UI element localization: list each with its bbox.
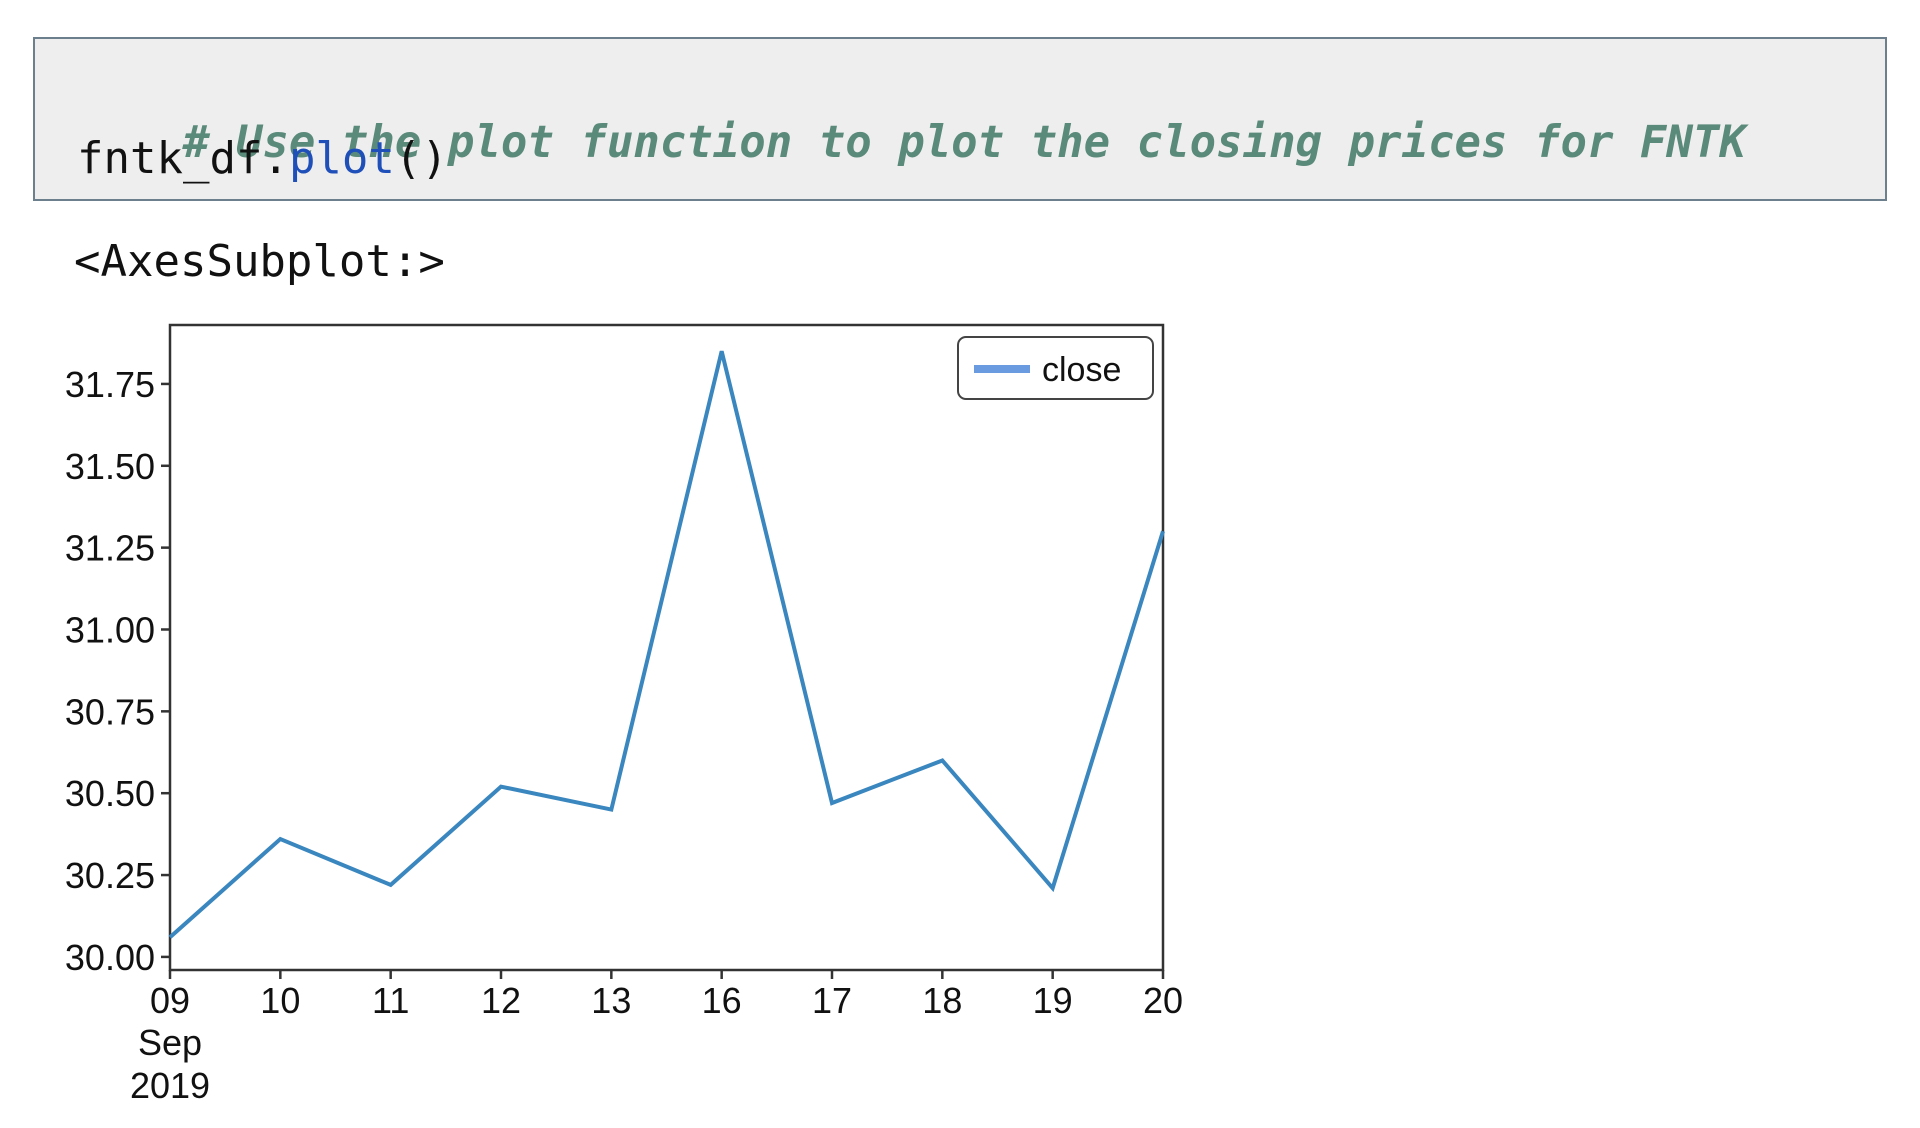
series-line-close bbox=[170, 351, 1163, 937]
legend-label: close bbox=[1042, 351, 1121, 389]
y-tick-label: 30.75 bbox=[65, 691, 155, 732]
code-dot: . bbox=[262, 133, 289, 184]
y-tick-label: 30.00 bbox=[65, 937, 155, 978]
code-object: fntk_df bbox=[77, 133, 262, 184]
line-chart: 30.00 30.25 30.50 30.75 31.00 31.25 31.50 31.75… bbox=[0, 300, 1250, 1123]
y-tick-label: 31.25 bbox=[65, 528, 155, 569]
chart-svg: 30.00 30.25 30.50 30.75 31.00 31.25 31.50 31.75… bbox=[0, 300, 1250, 1123]
x-tick-label: 13 bbox=[591, 980, 631, 1021]
x-tick-label: 10 bbox=[260, 980, 300, 1021]
x-tick-label: 11 bbox=[372, 980, 409, 1021]
plot-frame bbox=[170, 325, 1163, 970]
code-cell[interactable]: # Use the plot function to plot the clos… bbox=[33, 37, 1887, 201]
x-tick-label: 16 bbox=[702, 980, 742, 1021]
x-tick-label: 19 bbox=[1033, 980, 1073, 1021]
x-tick-label: 20 bbox=[1143, 980, 1183, 1021]
code-method: plot bbox=[289, 133, 395, 184]
y-tick-label: 31.50 bbox=[65, 446, 155, 487]
y-tick-label: 30.25 bbox=[65, 855, 155, 896]
y-tick-label: 31.00 bbox=[65, 609, 155, 650]
y-tick-label: 30.50 bbox=[65, 773, 155, 814]
x-tick-label: 17 bbox=[812, 980, 852, 1021]
y-tick-label: 31.75 bbox=[65, 364, 155, 405]
code-parens: () bbox=[395, 133, 448, 184]
x-sub-label: Sep bbox=[138, 1022, 202, 1063]
cell-output-text: <AxesSubplot:> bbox=[74, 236, 445, 288]
x-tick-label: 09 bbox=[150, 980, 190, 1021]
x-tick-label: 18 bbox=[922, 980, 962, 1021]
code-statement-line: fntk_df.plot() bbox=[77, 133, 448, 185]
x-sub-label: 2019 bbox=[130, 1065, 210, 1106]
x-tick-label: 12 bbox=[481, 980, 521, 1021]
